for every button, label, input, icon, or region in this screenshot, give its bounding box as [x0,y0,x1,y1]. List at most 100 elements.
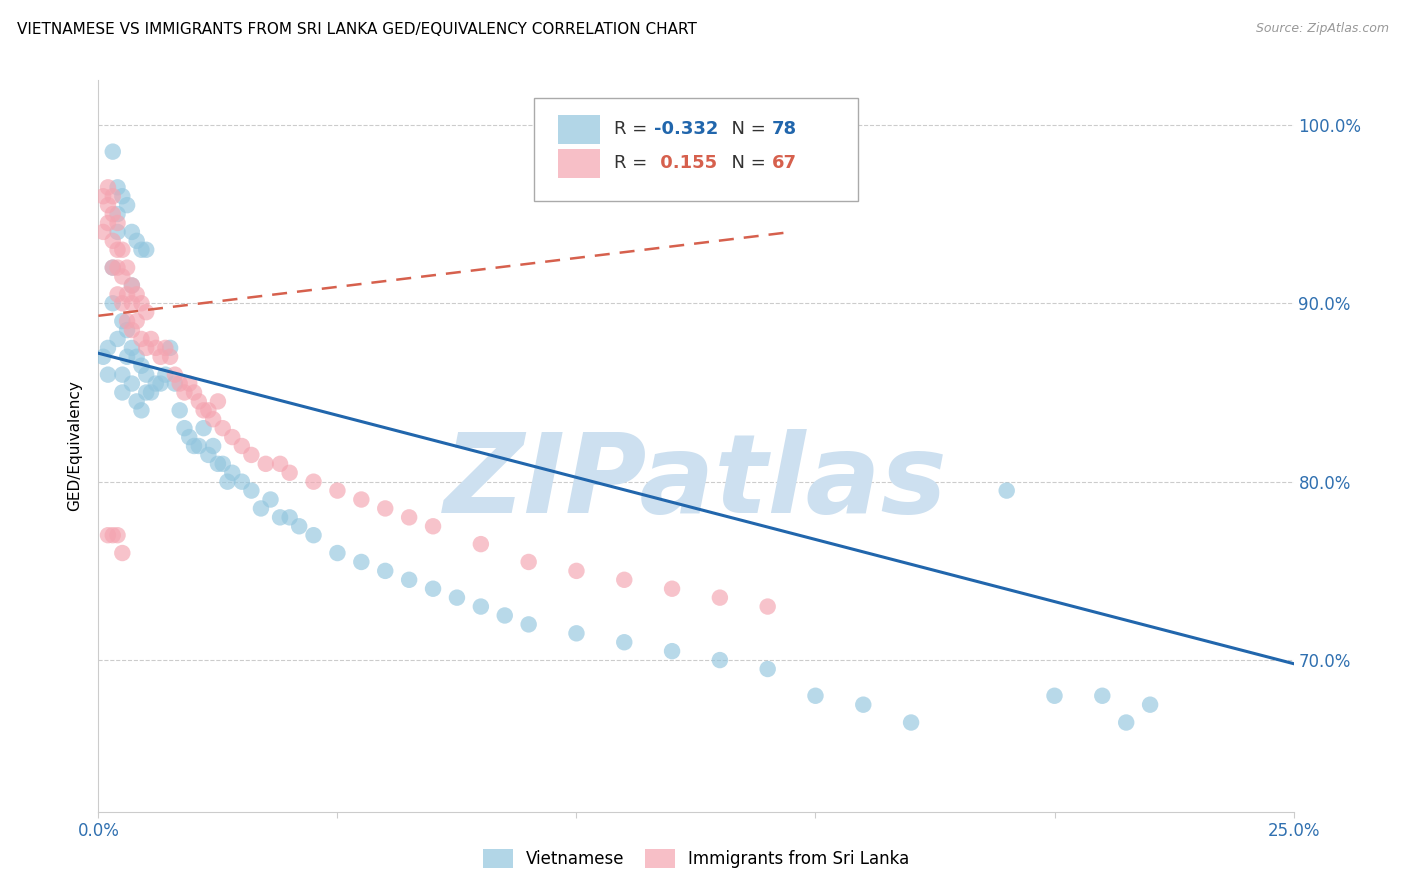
Point [221,466,243,480]
Point [131,403,153,417]
Point [173,421,195,435]
Point [302,475,325,489]
Point [107,216,129,230]
Point [121,323,143,337]
Point [115,287,138,301]
Point [111,189,134,203]
Point [661,582,683,596]
Point [125,287,148,301]
Point [101,260,124,275]
Point [661,644,683,658]
Point [159,350,181,364]
Point [422,582,444,596]
Point [254,457,277,471]
Point [446,591,468,605]
Point [115,314,138,328]
Point [107,243,129,257]
Point [97,216,120,230]
Point [179,376,201,391]
Point [756,662,779,676]
Point [101,234,124,248]
Point [125,350,148,364]
Y-axis label: GED/Equivalency: GED/Equivalency [67,381,83,511]
Point [121,278,143,293]
Point [183,439,205,453]
Point [155,341,177,355]
Point [197,403,219,417]
Point [240,483,263,498]
Point [121,341,143,355]
Text: VIETNAMESE VS IMMIGRANTS FROM SRI LANKA GED/EQUIVALENCY CORRELATION CHART: VIETNAMESE VS IMMIGRANTS FROM SRI LANKA … [17,22,697,37]
Point [91,189,114,203]
Point [115,260,138,275]
Point [900,715,922,730]
Point [187,439,209,453]
Point [101,189,124,203]
Text: R =: R = [614,120,654,138]
Point [613,635,636,649]
Point [995,483,1018,498]
Point [121,296,143,310]
Point [111,296,134,310]
Text: N =: N = [720,154,772,172]
Point [169,403,191,417]
Point [288,519,311,533]
Point [193,421,215,435]
Point [1139,698,1161,712]
Point [125,234,148,248]
Legend: Vietnamese, Immigrants from Sri Lanka: Vietnamese, Immigrants from Sri Lanka [474,840,918,877]
Point [145,376,167,391]
Text: 0.155: 0.155 [654,154,717,172]
Text: 67: 67 [772,154,797,172]
Point [111,314,134,328]
Point [111,385,134,400]
Point [97,368,120,382]
Point [91,225,114,239]
Text: Source: ZipAtlas.com: Source: ZipAtlas.com [1256,22,1389,36]
Point [269,457,291,471]
Point [374,501,396,516]
Point [202,412,225,426]
Point [517,555,540,569]
Point [470,537,492,551]
Point [139,332,162,346]
Point [169,376,191,391]
Point [565,564,588,578]
Point [155,368,177,382]
Point [709,653,731,667]
Point [131,243,153,257]
Point [135,341,157,355]
Point [207,457,229,471]
Point [135,385,157,400]
Point [101,296,124,310]
Text: R =: R = [614,154,654,172]
Point [350,555,373,569]
Point [326,483,349,498]
Point [1091,689,1114,703]
Point [101,528,124,542]
Point [121,376,143,391]
Point [149,350,172,364]
Point [231,475,253,489]
Point [197,448,219,462]
Point [494,608,516,623]
Point [709,591,731,605]
Point [193,403,215,417]
Point [115,198,138,212]
Point [101,260,124,275]
Point [326,546,349,560]
Point [211,421,233,435]
Point [613,573,636,587]
Point [231,439,253,453]
Point [159,341,181,355]
Point [107,180,129,194]
Point [278,510,301,524]
Point [173,385,195,400]
Point [125,314,148,328]
Point [145,341,167,355]
Point [852,698,875,712]
Point [1043,689,1066,703]
Point [179,430,201,444]
Text: 78: 78 [772,120,797,138]
Point [163,376,186,391]
